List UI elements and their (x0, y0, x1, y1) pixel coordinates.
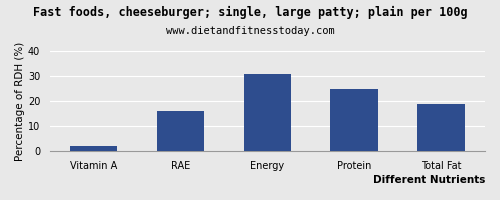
Bar (156, 111, 204, 151)
Bar (70, 146, 117, 151)
Bar (330, 89, 378, 151)
Bar (244, 74, 292, 151)
Bar (418, 104, 465, 151)
Text: www.dietandfitnesstoday.com: www.dietandfitnesstoday.com (166, 26, 334, 36)
Y-axis label: Percentage of RDH (%): Percentage of RDH (%) (15, 41, 25, 161)
Text: Fast foods, cheeseburger; single, large patty; plain per 100g: Fast foods, cheeseburger; single, large … (32, 6, 468, 19)
X-axis label: Different Nutrients: Different Nutrients (372, 175, 485, 185)
